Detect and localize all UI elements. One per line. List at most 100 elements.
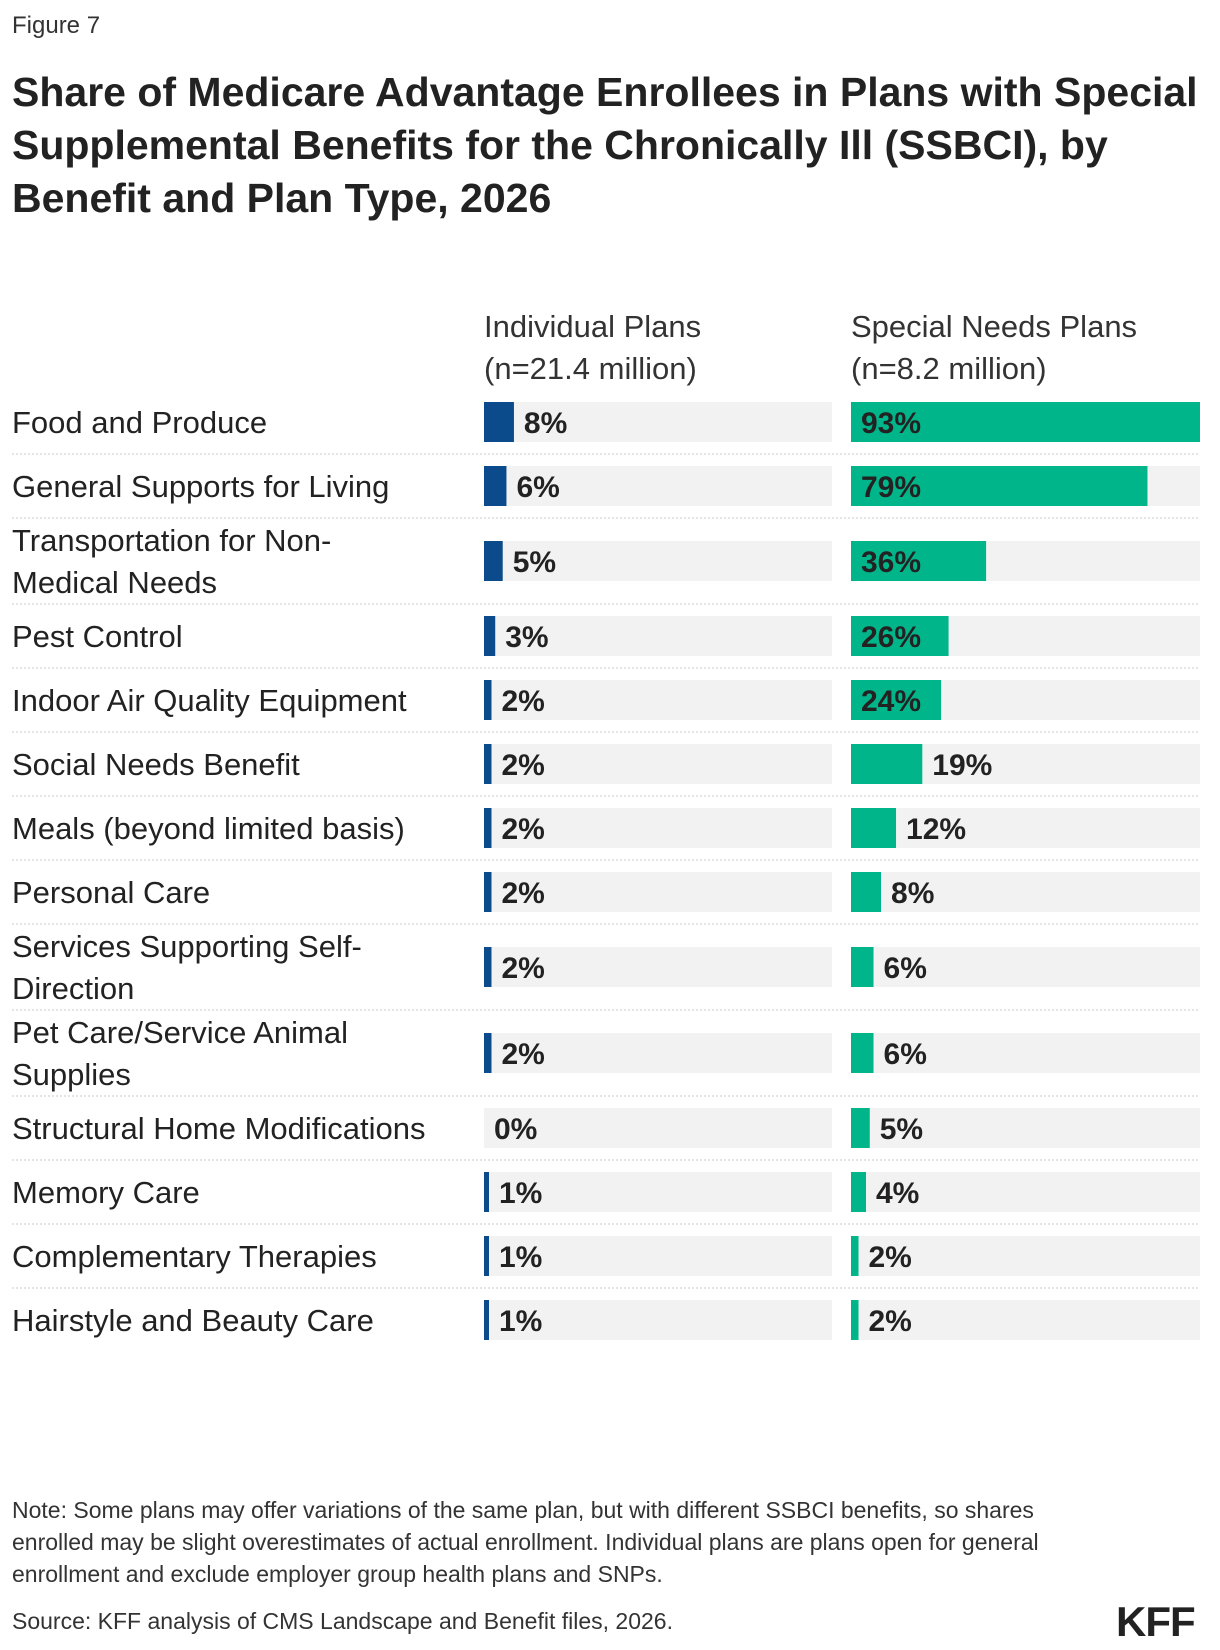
bar-track-snp <box>851 1300 1200 1340</box>
bar-track-individual <box>484 680 832 720</box>
bar-track-individual <box>484 466 832 506</box>
data-label-individual: 1% <box>499 1177 542 1210</box>
bar-snp <box>851 402 1200 442</box>
chart-row: Services Supporting Self-Direction 2% 6% <box>12 929 1200 1011</box>
bar-individual <box>484 1033 492 1073</box>
chart-row: Social Needs Benefit 2% 19% <box>12 744 1200 797</box>
bar-individual <box>484 1300 489 1340</box>
bar-individual <box>484 1172 489 1212</box>
category-label: Hairstyle and Beauty Care <box>12 1303 374 1338</box>
bar-track-individual <box>484 1300 832 1340</box>
chart-row: Pet Care/Service Animal Supplies 2% 6% <box>12 1015 1200 1097</box>
data-label-snp: 4% <box>876 1177 919 1210</box>
data-label-snp: 26% <box>861 621 921 654</box>
category-label: Meals (beyond limited basis) <box>12 811 405 846</box>
bar-individual <box>484 1236 489 1276</box>
bar-snp <box>851 947 874 987</box>
data-label-snp: 8% <box>891 877 934 910</box>
data-label-individual: 2% <box>501 749 544 782</box>
data-label-snp: 24% <box>861 685 921 718</box>
column-header-individual: Individual Plans (n=21.4 million) <box>484 306 701 390</box>
bar-track-snp <box>851 1172 1200 1212</box>
bar-individual <box>484 680 492 720</box>
data-label-snp: 19% <box>932 749 992 782</box>
bar-snp <box>851 466 1148 506</box>
category-label: Food and Produce <box>12 405 267 440</box>
chart-row: Memory Care 1% 4% <box>12 1172 1200 1225</box>
category-label: Pet Care/Service Animal Supplies <box>12 1015 348 1092</box>
bar-track-individual <box>484 1236 832 1276</box>
bar-track-individual <box>484 1108 832 1148</box>
bar-track-snp <box>851 872 1200 912</box>
data-label-snp: 2% <box>869 1305 912 1338</box>
column-header-individual-n: (n=21.4 million) <box>484 351 697 386</box>
data-label-snp: 2% <box>869 1241 912 1274</box>
category-label: Pest Control <box>12 619 183 654</box>
bar-track-individual <box>484 1033 832 1073</box>
data-label-snp: 12% <box>906 813 966 846</box>
bar-snp <box>851 1300 859 1340</box>
chart-row: Transportation for Non-Medical Needs 5% 36… <box>12 523 1200 605</box>
bar-snp <box>851 1236 859 1276</box>
bar-individual <box>484 466 507 506</box>
bar-individual <box>484 402 514 442</box>
data-label-individual: 2% <box>501 1038 544 1071</box>
chart-row: Pest Control 3% 26% <box>12 616 1200 669</box>
category-label: Complementary Therapies <box>12 1239 377 1274</box>
data-label-individual: 2% <box>501 813 544 846</box>
data-label-individual: 5% <box>513 546 556 579</box>
category-label: Personal Care <box>12 875 210 910</box>
data-label-individual: 6% <box>516 471 559 504</box>
category-label: Social Needs Benefit <box>12 747 300 782</box>
bar-individual <box>484 872 492 912</box>
bar-individual <box>484 808 492 848</box>
data-label-individual: 2% <box>501 877 544 910</box>
category-label: Memory Care <box>12 1175 200 1210</box>
data-label-snp: 93% <box>861 407 921 440</box>
bar-snp <box>851 1172 867 1212</box>
bar-individual <box>484 744 492 784</box>
bar-individual <box>484 541 503 581</box>
bar-track-individual <box>484 541 832 581</box>
chart-note: Note: Some plans may offer variations of… <box>12 1497 1039 1587</box>
data-label-individual: 3% <box>505 621 548 654</box>
chart-row: Structural Home Modifications 0% 5% <box>12 1108 1200 1161</box>
bar-snp <box>851 1108 870 1148</box>
bar-track-individual <box>484 1172 832 1212</box>
category-label: Services Supporting Self-Direction <box>12 929 362 1006</box>
bar-track-snp <box>851 808 1200 848</box>
bar-track-snp <box>851 947 1200 987</box>
bar-snp <box>851 872 882 912</box>
data-label-snp: 36% <box>861 546 921 579</box>
chart-row: Complementary Therapies 1% 2% <box>12 1236 1200 1289</box>
data-label-snp: 5% <box>880 1113 923 1146</box>
chart-row: Indoor Air Quality Equipment 2% 24% <box>12 680 1200 733</box>
bar-track-individual <box>484 872 832 912</box>
bar-track-snp <box>851 1236 1200 1276</box>
bar-snp <box>851 744 923 784</box>
bar-track-individual <box>484 808 832 848</box>
bar-track-snp <box>851 1108 1200 1148</box>
chart-row: General Supports for Living 6% 79% <box>12 466 1200 519</box>
bar-track-individual <box>484 744 832 784</box>
data-label-individual: 2% <box>501 952 544 985</box>
bar-track-individual <box>484 616 832 656</box>
data-label-individual: 1% <box>499 1305 542 1338</box>
category-label: General Supports for Living <box>12 469 389 504</box>
data-label-individual: 8% <box>524 407 567 440</box>
data-label-snp: 79% <box>861 471 921 504</box>
chart-row: Personal Care 2% 8% <box>12 872 1200 925</box>
column-header-snp-name: Special Needs Plans <box>851 309 1138 344</box>
bar-snp <box>851 616 949 656</box>
bar-track-individual <box>484 947 832 987</box>
kff-logo: KFF <box>1116 1598 1196 1645</box>
column-header-individual-name: Individual Plans <box>484 309 702 344</box>
bar-track-individual <box>484 402 832 442</box>
category-label: Structural Home Modifications <box>12 1111 426 1146</box>
figure-label: Figure 7 <box>12 12 101 39</box>
category-label: Transportation for Non-Medical Needs <box>12 523 331 600</box>
data-label-individual: 2% <box>501 685 544 718</box>
chart-source: Source: KFF analysis of CMS Landscape an… <box>12 1608 673 1634</box>
column-header-snp-n: (n=8.2 million) <box>851 351 1047 386</box>
bar-snp <box>851 541 987 581</box>
